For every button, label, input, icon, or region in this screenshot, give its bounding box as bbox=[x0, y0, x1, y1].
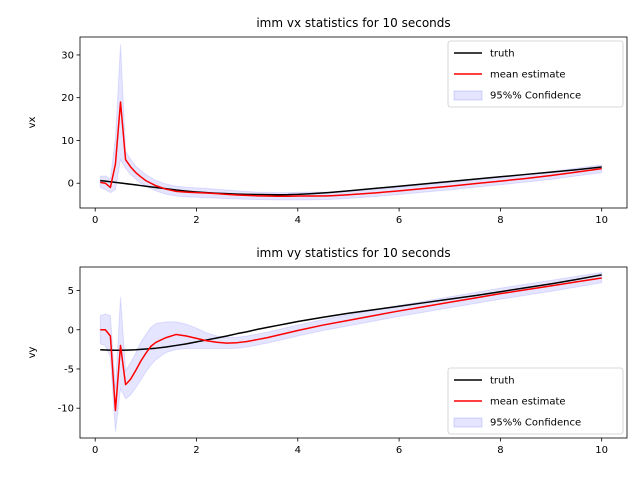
vx-legend-swatch-band bbox=[453, 90, 483, 101]
vy-x-tick-label: 2 bbox=[193, 445, 199, 456]
vx-legend-label-mean: mean estimate bbox=[490, 70, 566, 81]
vx-axes-frame bbox=[79, 36, 628, 209]
vy-plot-area bbox=[99, 271, 603, 432]
vy-y-tick-label: -10 bbox=[58, 404, 74, 415]
vy-x-tick-label: 8 bbox=[497, 445, 503, 456]
vy-legend-label-truth: truth bbox=[490, 376, 515, 387]
vy-y-axis-label: vy bbox=[27, 347, 38, 359]
vx-plot-area bbox=[99, 44, 603, 201]
vy-x-tick-label: 10 bbox=[595, 445, 608, 456]
vy-legend-label-band: 95%% Confidence bbox=[490, 418, 581, 429]
vx-legend-box bbox=[447, 40, 624, 108]
vx-x-tick-label: 2 bbox=[193, 215, 199, 226]
vy-y-tick-label: 5 bbox=[68, 286, 74, 297]
vy-legend: truth mean estimate 95%% Confidence bbox=[447, 367, 624, 435]
vy-legend-label-mean: mean estimate bbox=[490, 397, 566, 408]
vx-confidence-band bbox=[99, 44, 603, 201]
vx-legend-label-truth: truth bbox=[490, 49, 515, 60]
vx-subplot: 0 2 4 6 8 10 0 10 20 30 imm vx statistics for 10 s… bbox=[27, 16, 628, 226]
vx-x-tick-label: 8 bbox=[497, 215, 503, 226]
vx-truth-line bbox=[100, 166, 602, 196]
vx-x-tick-label: 6 bbox=[396, 215, 402, 226]
vy-x-tick-label: 4 bbox=[295, 445, 301, 456]
vx-y-tick-label: 20 bbox=[61, 93, 74, 104]
vy-x-tick-label: 6 bbox=[396, 445, 402, 456]
vx-x-tick-label: 4 bbox=[295, 215, 301, 226]
vy-confidence-band bbox=[99, 271, 603, 432]
vx-x-tick-label: 10 bbox=[595, 215, 608, 226]
vy-legend-swatch-band bbox=[453, 417, 483, 428]
vy-subplot: 0 2 4 6 8 10 -10 -5 0 5 imm vy statistics for 10 s… bbox=[27, 246, 628, 456]
vy-chart-title: imm vy statistics for 10 seconds bbox=[256, 246, 450, 260]
vx-y-tick-label: 0 bbox=[68, 179, 74, 190]
vx-chart-title: imm vx statistics for 10 seconds bbox=[256, 16, 450, 30]
vx-x-tick-label: 0 bbox=[92, 215, 98, 226]
vx-legend: truth mean estimate 95%% Confidence bbox=[447, 40, 624, 108]
vx-mean-line bbox=[100, 101, 602, 197]
vy-y-tick-label: -5 bbox=[64, 364, 74, 375]
vx-y-tick-label: 30 bbox=[61, 50, 74, 61]
vy-y-tick-label: 0 bbox=[68, 325, 74, 336]
vy-truth-line bbox=[100, 274, 602, 352]
vy-x-tick-label: 0 bbox=[92, 445, 98, 456]
vx-legend-label-band: 95%% Confidence bbox=[490, 91, 581, 102]
vy-legend-box bbox=[447, 367, 624, 435]
vy-mean-line bbox=[100, 277, 602, 412]
vx-y-tick-label: 10 bbox=[61, 136, 74, 147]
vx-y-axis-label: vx bbox=[27, 117, 38, 129]
vy-axes-frame bbox=[79, 266, 628, 439]
